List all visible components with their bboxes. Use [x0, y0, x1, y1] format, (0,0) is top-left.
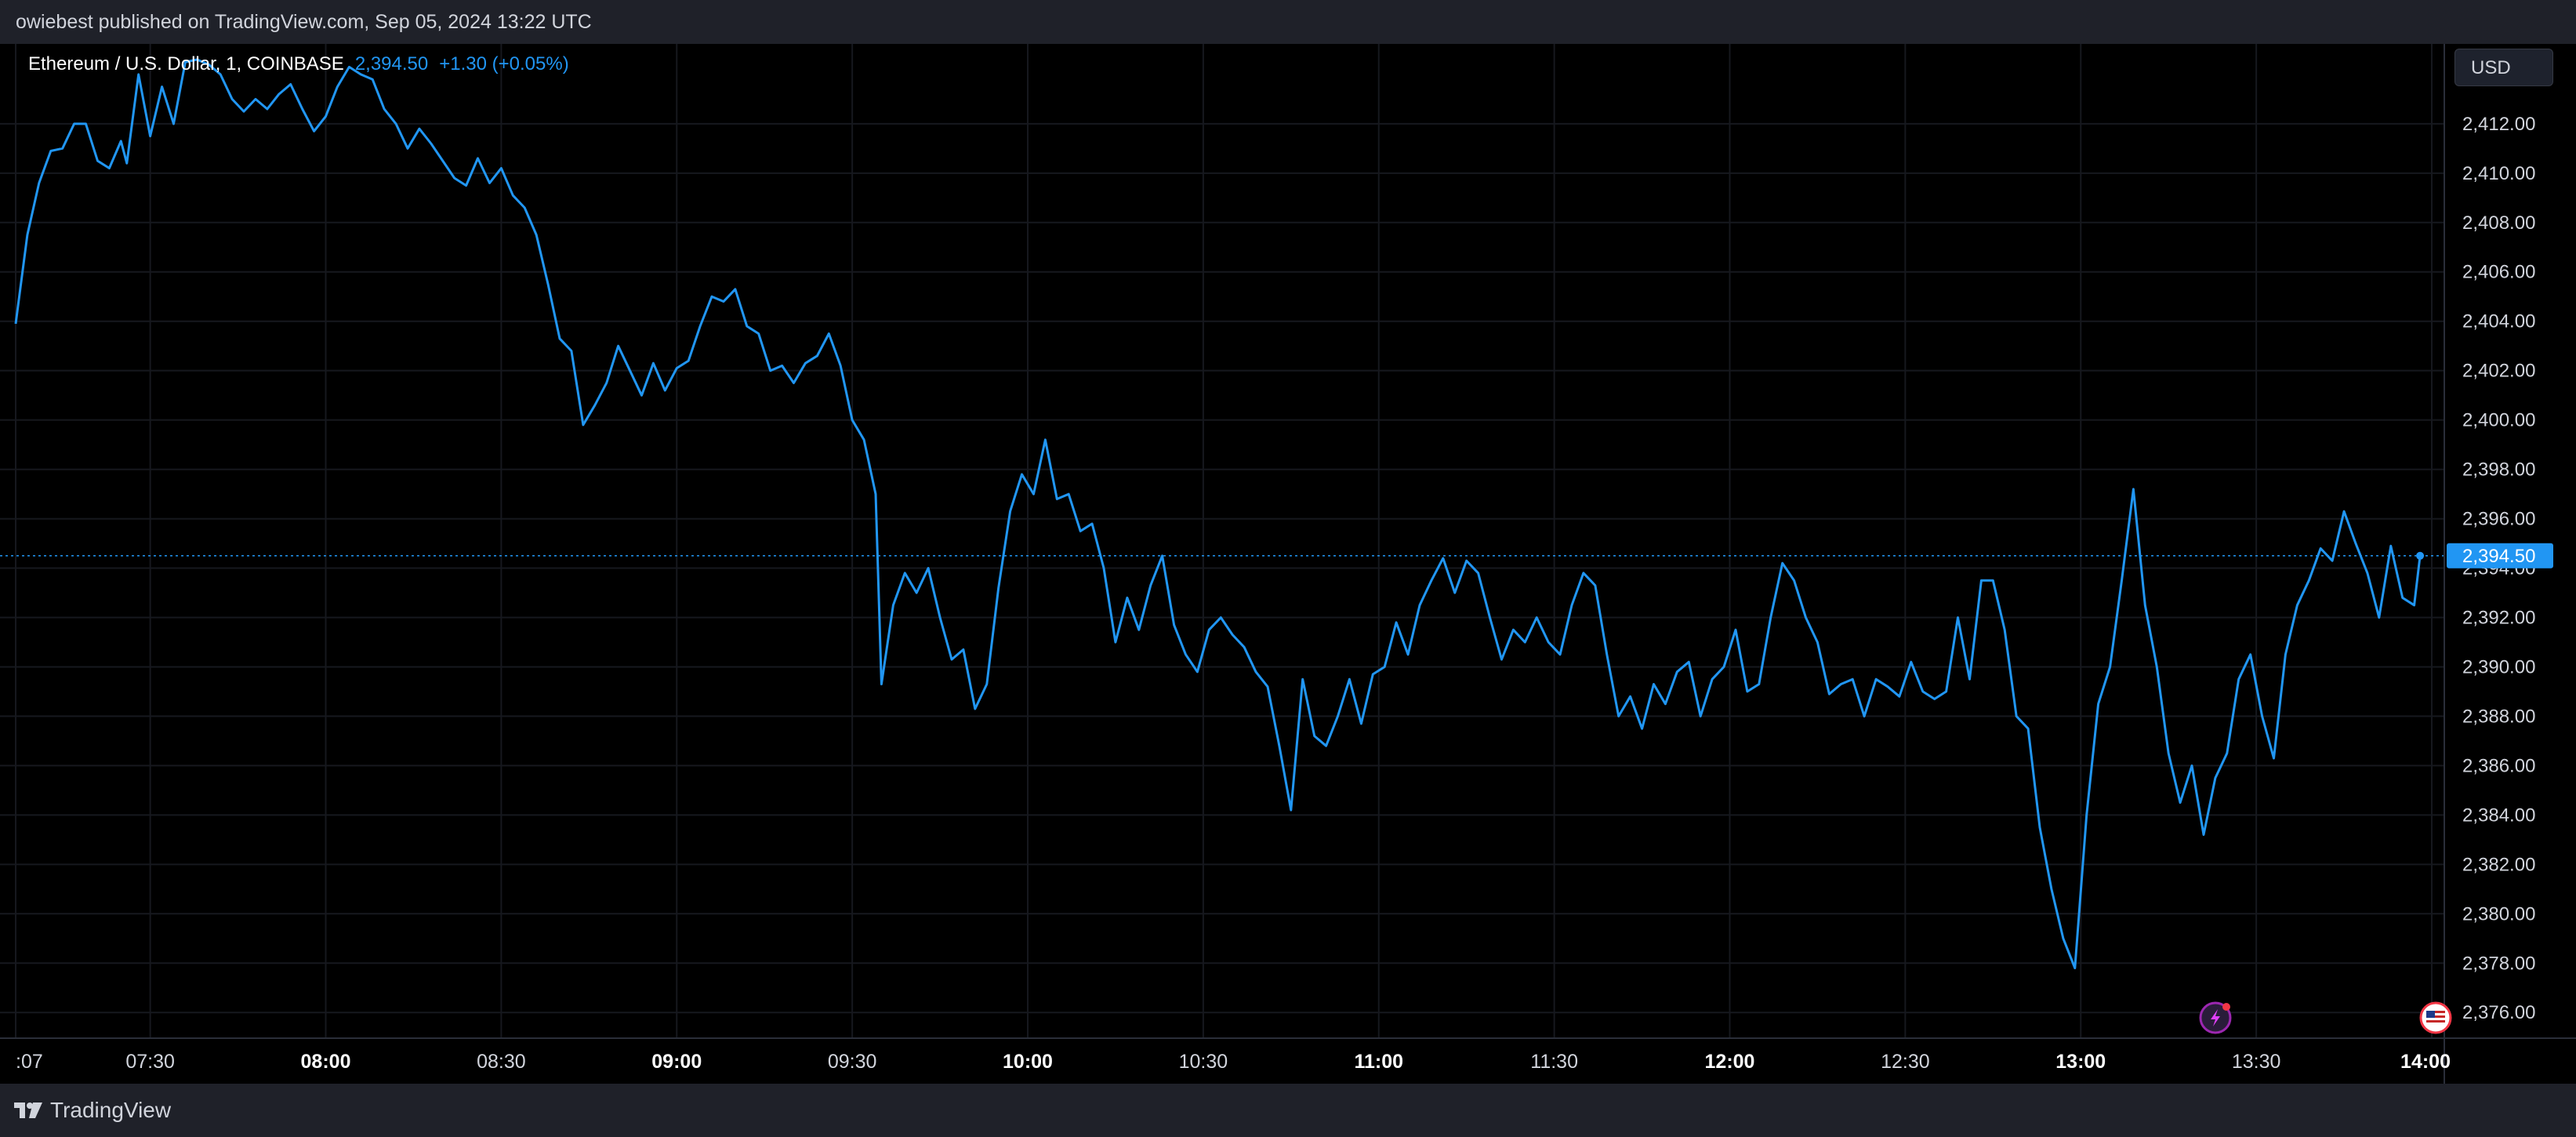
y-tick-label: 2,402.00: [2462, 361, 2535, 382]
y-tick-label: 2,408.00: [2462, 213, 2535, 234]
grid: [0, 44, 2444, 1038]
symbol-title: Ethereum / U.S. Dollar, 1, COINBASE: [28, 53, 344, 74]
price-chart[interactable]: 2,412.00 2,410.00 2,408.00 2,406.00 2,404.00…: [0, 44, 2576, 1084]
x-tick-label: 08:00: [301, 1051, 351, 1073]
x-tick-label: 11:00: [1354, 1051, 1403, 1073]
x-tick-label: 13:00: [2055, 1051, 2106, 1073]
footer: TradingView: [0, 1084, 2576, 1137]
x-tick-label: 14:00: [2400, 1051, 2451, 1073]
publish-info: owiebest published on TradingView.com, S…: [0, 0, 2576, 44]
y-tick-label: 2,406.00: [2462, 262, 2535, 283]
symbol-legend[interactable]: Ethereum / U.S. Dollar, 1, COINBASE 2,394…: [28, 53, 569, 75]
last-price-label-bg: [2447, 543, 2553, 568]
lightning-icon[interactable]: [2199, 1001, 2232, 1034]
brand-name[interactable]: TradingView: [50, 1098, 172, 1122]
price-axis[interactable]: 2,412.00 2,410.00 2,408.00 2,406.00 2,404.00…: [2462, 114, 2535, 1023]
plot-area: [0, 58, 2444, 970]
x-tick-label: 07:30: [125, 1051, 175, 1073]
legend-change: +1.30 (+0.05%): [439, 53, 569, 74]
tradingview-logo-icon[interactable]: [14, 1102, 42, 1118]
y-tick-label: 2,386.00: [2462, 755, 2535, 776]
last-price-label-text: 2,394.50: [2462, 546, 2535, 567]
x-tick-label: 10:30: [1179, 1051, 1228, 1073]
x-tick-label: 08:30: [477, 1051, 526, 1073]
time-axis[interactable]: :07 07:30 08:00 08:30 09:00 09:30 10:00 10:30 11…: [16, 1051, 2451, 1073]
y-tick-label: 2,390.00: [2462, 656, 2535, 677]
x-tick-label: :07: [16, 1051, 43, 1073]
y-tick-label: 2,376.00: [2462, 1002, 2535, 1023]
chart-area[interactable]: 2,412.00 2,410.00 2,408.00 2,406.00 2,404.00…: [0, 44, 2576, 1084]
y-tick-label: 2,380.00: [2462, 903, 2535, 924]
y-tick-label: 2,400.00: [2462, 410, 2535, 431]
x-tick-label: 12:00: [1705, 1051, 1755, 1073]
price-series-line: [14, 58, 2422, 970]
x-tick-label: 09:00: [651, 1051, 702, 1073]
y-tick-label: 2,410.00: [2462, 163, 2535, 184]
y-tick-label: 2,398.00: [2462, 460, 2535, 481]
y-tick-label: 2,388.00: [2462, 706, 2535, 727]
y-tick-label: 2,378.00: [2462, 953, 2535, 974]
currency-button[interactable]: USD: [2454, 49, 2553, 86]
x-tick-label: 10:00: [1003, 1051, 1053, 1073]
x-tick-label: 11:30: [1530, 1051, 1578, 1073]
x-tick-label: 13:30: [2232, 1051, 2281, 1073]
x-tick-label: 09:30: [828, 1051, 877, 1073]
x-tick-label: 12:30: [1881, 1051, 1930, 1073]
y-tick-label: 2,384.00: [2462, 805, 2535, 826]
y-tick-label: 2,396.00: [2462, 509, 2535, 530]
legend-price: 2,394.50: [354, 53, 429, 74]
y-tick-label: 2,412.00: [2462, 114, 2535, 135]
y-tick-label: 2,392.00: [2462, 608, 2535, 629]
us-flag-icon[interactable]: [2419, 1001, 2452, 1034]
y-tick-label: 2,382.00: [2462, 854, 2535, 875]
last-price-label: 2,394.50: [2447, 543, 2553, 568]
y-tick-label: 2,404.00: [2462, 311, 2535, 332]
last-price-dot: [2416, 551, 2425, 560]
